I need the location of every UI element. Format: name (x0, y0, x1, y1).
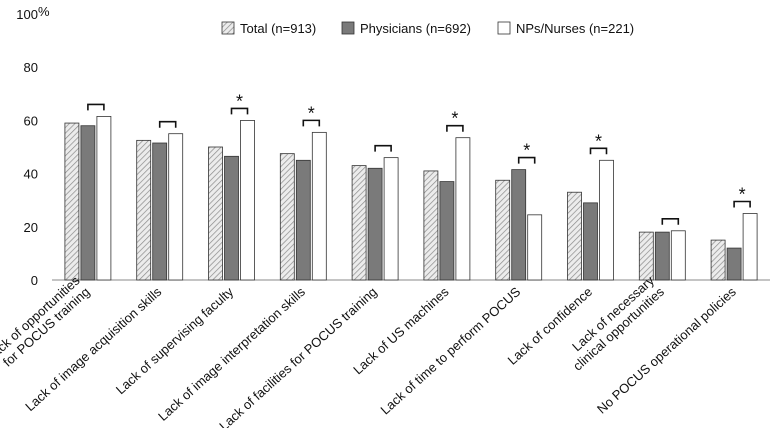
x-tick-label-line: Lack of time to perform POCUS (378, 284, 524, 418)
significance-bracket (230, 107, 249, 115)
x-tick-label: Lack of time to perform POCUS (378, 284, 524, 418)
bar (96, 116, 112, 281)
y-tick-label: 0 (31, 273, 38, 288)
x-tick-label-line: Lack of image interpretation skills (155, 284, 308, 424)
bar (136, 139, 152, 281)
significance-bracket (661, 217, 680, 225)
significance-bracket (446, 124, 464, 132)
bar (279, 153, 295, 281)
bar (599, 159, 614, 281)
bar (152, 142, 168, 281)
legend-label: Total (n=913) (240, 21, 316, 36)
bar (455, 137, 471, 281)
bar (423, 170, 439, 281)
x-tick-label-line: Lack of facilities for POCUS training (216, 284, 380, 428)
y-tick-label: 80 (24, 60, 38, 75)
x-tick-label: Lack of facilities for POCUS training (216, 284, 380, 428)
significance-marker: * (236, 91, 243, 111)
legend-swatch (497, 21, 511, 35)
significance-marker: * (308, 103, 315, 123)
bar (311, 131, 327, 281)
bar (208, 146, 223, 281)
bar (726, 247, 742, 281)
bar (654, 231, 670, 281)
y-tick-label: 60 (24, 113, 38, 128)
significance-marker: * (739, 185, 746, 205)
significance-bracket (87, 103, 105, 111)
legend-swatch (341, 21, 355, 35)
bar (367, 167, 383, 281)
x-tick-label-line: Lack of supervising faculty (113, 284, 237, 398)
legend-swatch (221, 21, 235, 35)
bar (583, 202, 598, 281)
bar (511, 169, 527, 281)
bar (295, 159, 311, 281)
significance-bracket (302, 119, 321, 127)
y-tick-label: 100 (16, 7, 38, 22)
significance-marker: * (523, 141, 530, 161)
significance-marker: * (451, 109, 458, 129)
significance-bracket (158, 120, 177, 128)
significance-marker: * (595, 131, 602, 151)
bar (383, 157, 399, 281)
significance-bracket (517, 156, 536, 164)
bar (80, 125, 96, 281)
bar (351, 165, 367, 281)
bar (527, 214, 543, 281)
bar (638, 231, 654, 281)
y-tick-label: 40 (24, 167, 38, 182)
bar (567, 191, 582, 281)
significance-bracket (374, 144, 392, 152)
y-tick-label: 20 (24, 220, 38, 235)
significance-bracket (589, 147, 608, 155)
bar (240, 120, 255, 281)
bar (742, 213, 758, 281)
bar (495, 179, 511, 281)
significance-bracket (733, 200, 751, 208)
bar (64, 122, 80, 281)
x-tick-label: Lack of image interpretation skills (155, 284, 308, 424)
y-axis-label: % (38, 4, 50, 19)
bar (439, 181, 455, 281)
x-tick-label: Lack of supervising faculty (113, 284, 237, 398)
bar (710, 239, 726, 281)
legend-label: Physicians (n=692) (360, 21, 471, 36)
bar (670, 230, 686, 281)
bar (168, 133, 184, 281)
bar (224, 155, 239, 281)
legend-label: NPs/Nurses (n=221) (516, 21, 634, 36)
